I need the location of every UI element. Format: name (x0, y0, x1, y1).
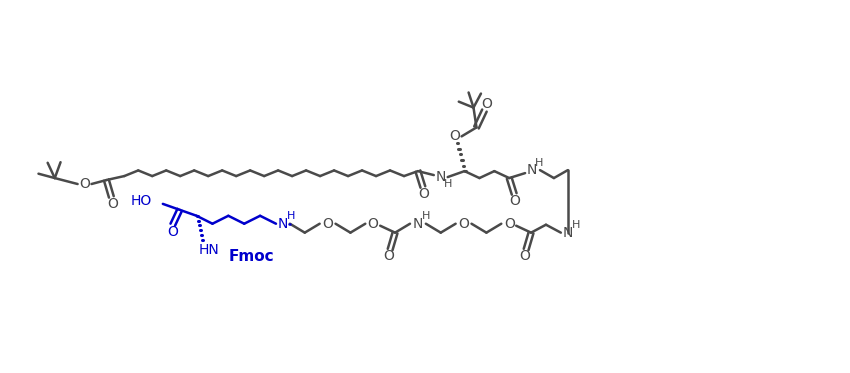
Text: N: N (527, 163, 537, 177)
Text: Fmoc: Fmoc (229, 249, 274, 264)
Text: H: H (535, 158, 543, 168)
Text: O: O (367, 217, 377, 231)
Text: H: H (444, 179, 452, 189)
Text: O: O (449, 129, 460, 143)
Text: O: O (383, 250, 394, 263)
Text: O: O (107, 197, 118, 211)
Text: O: O (519, 250, 530, 263)
Text: O: O (481, 97, 492, 111)
Text: O: O (322, 217, 333, 231)
Text: H: H (422, 211, 430, 221)
Text: O: O (418, 187, 429, 201)
Text: O: O (458, 217, 469, 231)
Text: O: O (79, 177, 90, 191)
Text: O: O (510, 194, 520, 208)
Text: H: H (286, 211, 295, 221)
Text: H: H (571, 220, 580, 230)
Text: N: N (563, 226, 573, 240)
Text: N: N (413, 217, 423, 231)
Text: O: O (504, 217, 514, 231)
Text: HN: HN (199, 242, 220, 257)
Text: N: N (278, 217, 288, 231)
Text: N: N (435, 170, 446, 184)
Text: HO: HO (131, 194, 152, 208)
Text: O: O (167, 225, 178, 239)
